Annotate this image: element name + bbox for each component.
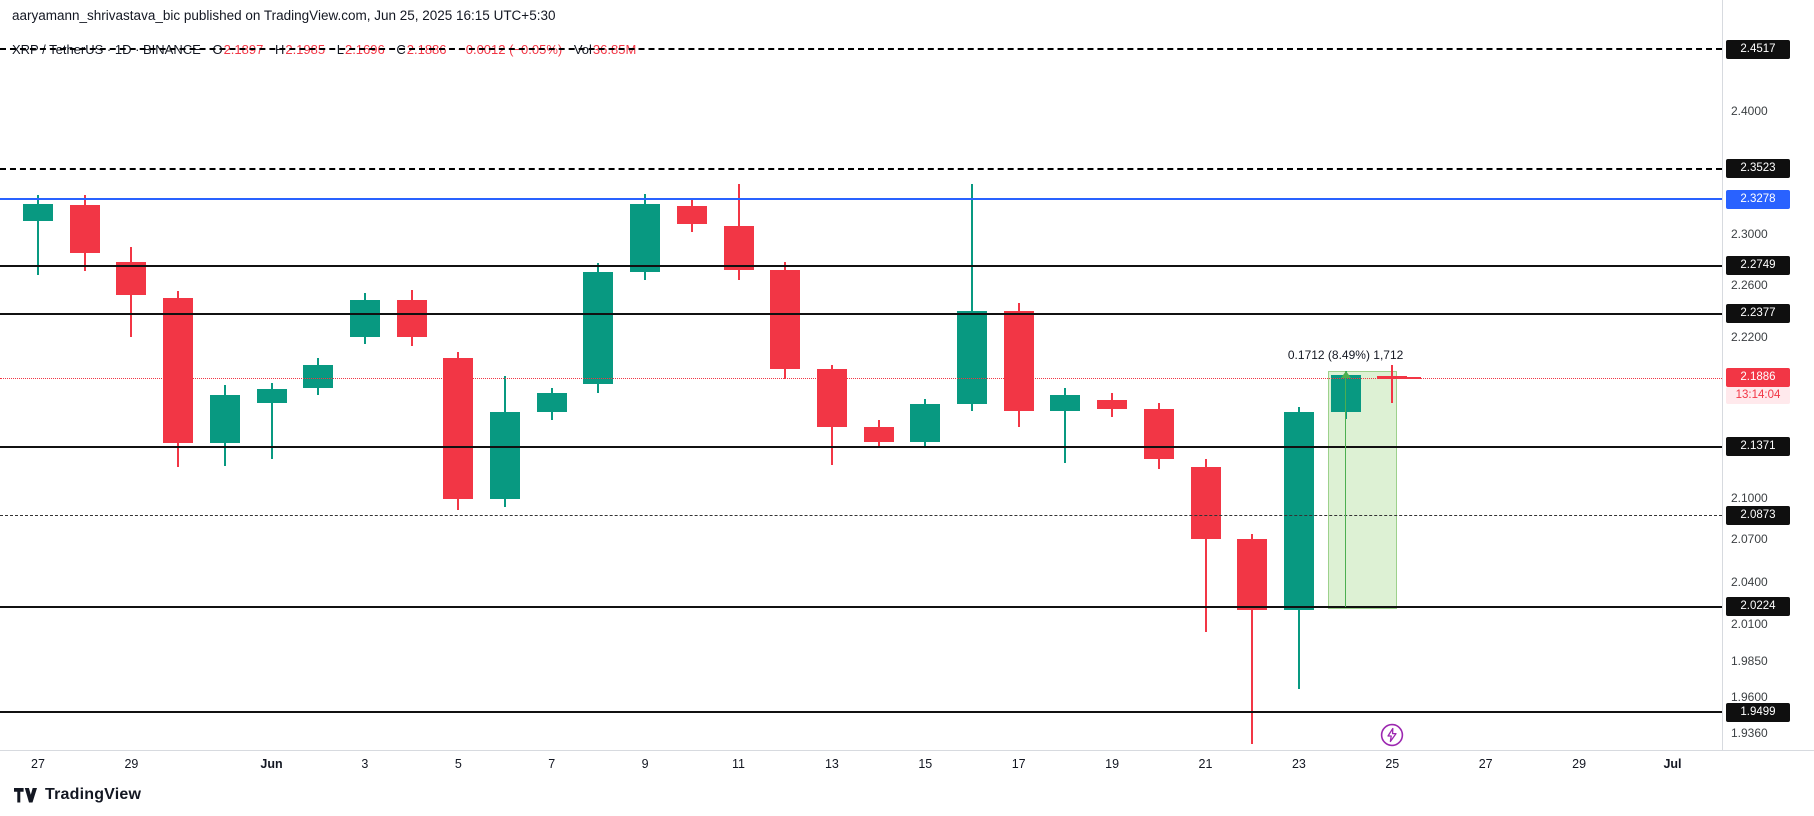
price-axis-tick: 2.1000 bbox=[1731, 490, 1768, 505]
price-level-line[interactable] bbox=[0, 605, 1722, 608]
price-axis-tick: 1.9360 bbox=[1731, 726, 1768, 741]
current-price-marker bbox=[1377, 376, 1421, 379]
price-level-line[interactable] bbox=[0, 167, 1722, 170]
candle[interactable] bbox=[1003, 310, 1034, 411]
candle[interactable] bbox=[303, 365, 334, 388]
measure-arrow-line bbox=[1345, 371, 1347, 607]
candle[interactable] bbox=[910, 403, 941, 442]
candle[interactable] bbox=[536, 393, 567, 412]
candle[interactable] bbox=[1097, 399, 1128, 410]
candle[interactable] bbox=[1237, 539, 1268, 611]
candle[interactable] bbox=[490, 411, 520, 499]
candle[interactable] bbox=[443, 357, 474, 499]
time-axis-label: 27 bbox=[31, 757, 45, 771]
time-axis-label: 5 bbox=[454, 757, 462, 771]
price-axis-badge: 2.3523 bbox=[1726, 159, 1790, 179]
time-axis-label: 27 bbox=[1478, 757, 1493, 771]
price-axis-badge: 2.1371 bbox=[1726, 437, 1790, 457]
candle-wick bbox=[1391, 364, 1394, 404]
time-axis-label: 15 bbox=[918, 757, 933, 771]
price-axis-tick: 1.9600 bbox=[1731, 690, 1768, 705]
candle[interactable] bbox=[209, 394, 240, 443]
price-axis-tick: 1.9850 bbox=[1731, 653, 1768, 668]
candle[interactable] bbox=[256, 389, 287, 403]
tradingview-branding[interactable]: TradingView bbox=[14, 786, 141, 804]
candle[interactable] bbox=[163, 297, 194, 443]
candle[interactable] bbox=[630, 203, 661, 273]
publish-info: aaryamann_shrivastava_bic published on T… bbox=[12, 8, 556, 23]
price-axis-badge: 2.0873 bbox=[1726, 505, 1790, 525]
candle[interactable] bbox=[583, 272, 614, 384]
candle[interactable] bbox=[770, 269, 801, 370]
candle[interactable] bbox=[957, 310, 987, 404]
price-axis-tick: 2.0100 bbox=[1731, 617, 1768, 632]
candle[interactable] bbox=[349, 300, 380, 337]
time-axis-label: 11 bbox=[732, 757, 745, 771]
price-axis-badge: 1.9499 bbox=[1726, 702, 1790, 722]
price-level-line[interactable] bbox=[0, 445, 1722, 448]
candle[interactable] bbox=[1283, 411, 1314, 611]
price-level-line[interactable] bbox=[0, 514, 1722, 516]
candle-wick bbox=[37, 195, 39, 275]
candle[interactable] bbox=[1050, 394, 1081, 411]
price-axis-badge: 2.4517 bbox=[1726, 39, 1790, 59]
price-level-line[interactable] bbox=[0, 198, 1722, 201]
time-axis-label: Jun bbox=[260, 757, 283, 771]
candle[interactable] bbox=[69, 205, 100, 253]
current-price-badge: 2.1886 bbox=[1726, 368, 1790, 388]
price-level-line[interactable] bbox=[0, 312, 1722, 315]
time-axis-label: 25 bbox=[1385, 757, 1400, 771]
time-axis-label: Jul bbox=[1663, 757, 1682, 771]
candle[interactable] bbox=[1190, 467, 1221, 540]
time-axis-label: 19 bbox=[1105, 757, 1120, 771]
time-axis-separator bbox=[0, 750, 1814, 751]
current-price-line bbox=[0, 377, 1722, 379]
price-axis-tick: 2.4000 bbox=[1731, 103, 1768, 118]
price-axis-badge: 2.2749 bbox=[1726, 256, 1790, 276]
candle[interactable] bbox=[723, 226, 754, 270]
countdown-badge: 13:14:04 bbox=[1726, 387, 1790, 405]
price-axis-badge: 2.0224 bbox=[1726, 597, 1790, 617]
candle[interactable] bbox=[23, 203, 53, 222]
candle-wick bbox=[1064, 387, 1067, 464]
time-axis-label: 3 bbox=[361, 757, 369, 771]
time-axis-label: 23 bbox=[1291, 757, 1306, 771]
candle[interactable] bbox=[396, 300, 427, 337]
candle[interactable] bbox=[816, 369, 847, 427]
measure-label: 0.1712 (8.49%) 1,712 bbox=[1287, 348, 1404, 363]
measure-arrow-head-icon bbox=[1340, 371, 1351, 379]
time-axis-label: 29 bbox=[1572, 757, 1587, 771]
candle-wick bbox=[1251, 533, 1254, 744]
candle-wick bbox=[971, 184, 973, 411]
candle[interactable] bbox=[1143, 409, 1174, 460]
price-axis-separator bbox=[1722, 0, 1723, 750]
price-axis-tick: 2.0400 bbox=[1731, 574, 1768, 589]
candle[interactable] bbox=[676, 206, 707, 224]
time-axis-label: 7 bbox=[548, 757, 556, 771]
price-axis-tick: 2.0700 bbox=[1731, 532, 1768, 547]
candle[interactable] bbox=[863, 426, 894, 442]
tradingview-wordmark: TradingView bbox=[45, 786, 142, 803]
time-axis-label: 13 bbox=[824, 757, 839, 771]
tradingview-logo-icon bbox=[14, 787, 38, 803]
price-axis-badge: 2.3278 bbox=[1726, 189, 1790, 209]
candle-wick bbox=[1204, 459, 1207, 632]
price-level-line[interactable] bbox=[0, 48, 1722, 50]
price-axis-badge: 2.2377 bbox=[1726, 304, 1790, 324]
time-axis-label: 21 bbox=[1198, 757, 1213, 771]
candle[interactable] bbox=[116, 261, 147, 296]
time-axis-label: 29 bbox=[124, 757, 139, 771]
candle-wick bbox=[270, 382, 273, 460]
price-level-line[interactable] bbox=[0, 711, 1722, 714]
time-axis-label: 17 bbox=[1011, 757, 1026, 771]
price-axis-tick: 2.3000 bbox=[1731, 227, 1768, 242]
price-axis-tick: 2.2200 bbox=[1731, 329, 1768, 344]
time-axis-label: 9 bbox=[641, 757, 649, 771]
price-level-line[interactable] bbox=[0, 264, 1722, 267]
price-axis-tick: 2.2600 bbox=[1731, 277, 1768, 292]
flash-icon[interactable] bbox=[1380, 723, 1404, 747]
